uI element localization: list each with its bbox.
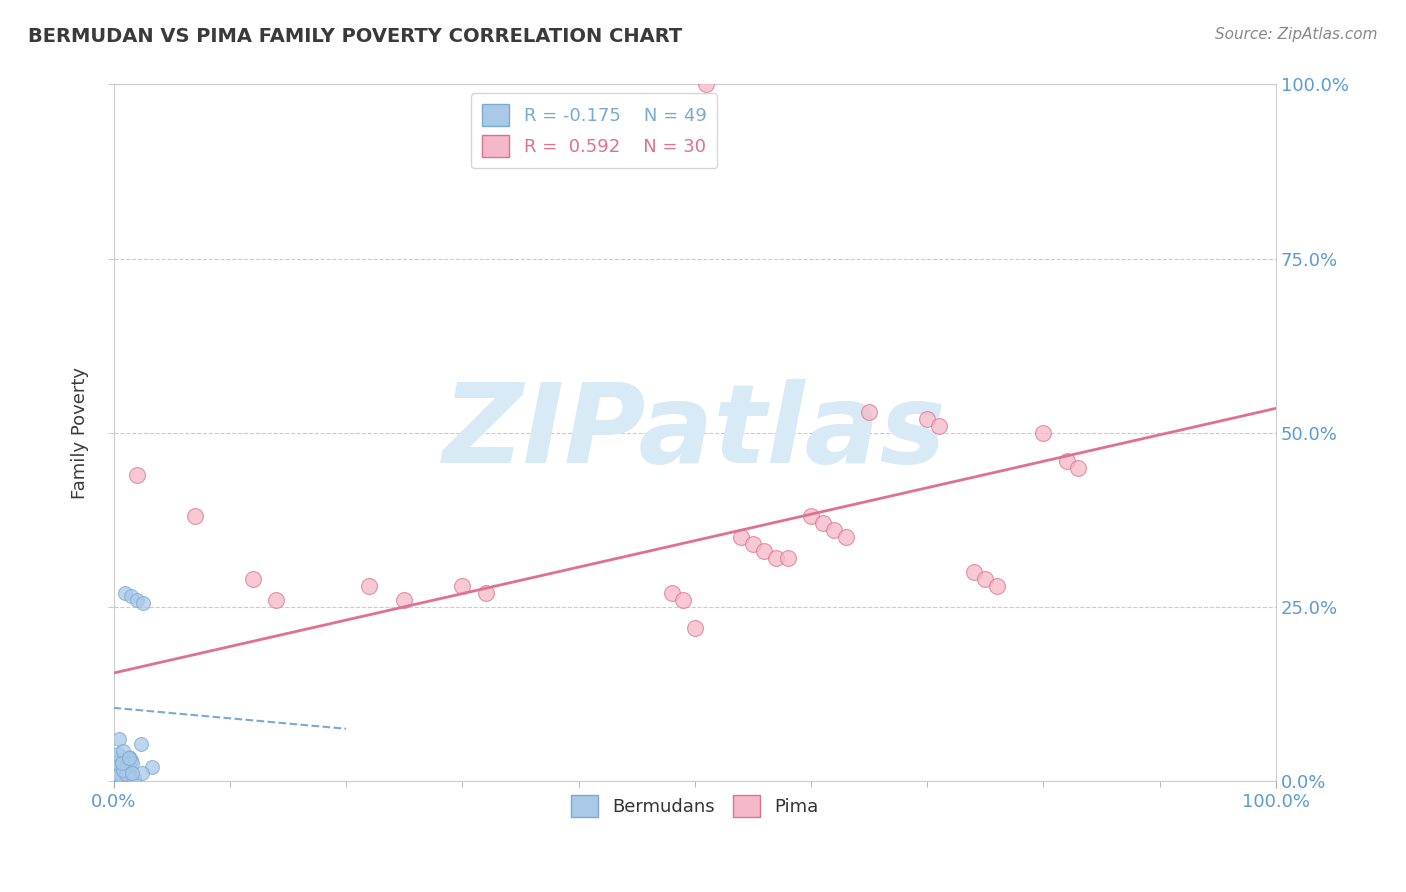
Point [108,766,131,780]
Point [104,772,127,786]
Point [111,763,134,777]
Point [1067,460,1090,475]
Point [111,744,134,758]
Point [141,760,163,774]
Point [661,586,683,600]
Point [963,565,986,579]
Point [107,747,129,762]
Point [184,509,207,524]
Point [683,621,706,635]
Point [103,751,125,765]
Point [730,530,752,544]
Legend: Bermudans, Pima: Bermudans, Pima [564,788,825,824]
Point [800,509,823,524]
Point [115,764,138,778]
Point [111,770,134,784]
Point [392,593,415,607]
Point [359,579,381,593]
Text: ZIPatlas: ZIPatlas [443,379,946,486]
Point [858,405,880,419]
Point [765,551,787,566]
Text: BERMUDAN VS PIMA FAMILY POVERTY CORRELATION CHART: BERMUDAN VS PIMA FAMILY POVERTY CORRELAT… [28,27,682,45]
Point [103,772,125,786]
Point [104,757,127,772]
Point [111,758,134,772]
Point [118,755,141,769]
Point [108,769,131,783]
Point [1056,453,1078,467]
Point [811,516,834,531]
Point [110,759,132,773]
Point [125,467,148,482]
Point [118,751,141,765]
Point [107,769,129,783]
Point [104,769,127,783]
Point [695,78,717,92]
Point [835,530,858,544]
Point [107,731,129,746]
Point [131,766,153,780]
Point [105,767,128,781]
Point [915,411,938,425]
Point [242,572,264,586]
Point [474,586,496,600]
Point [117,757,139,772]
Y-axis label: Family Poverty: Family Poverty [72,367,89,499]
Point [120,590,142,604]
Point [741,537,763,551]
Point [131,596,153,610]
Point [107,773,129,788]
Point [672,593,695,607]
Point [107,767,129,781]
Point [107,765,129,780]
Point [108,767,131,781]
Point [122,771,145,785]
Point [776,551,799,566]
Point [118,749,141,764]
Point [928,418,950,433]
Point [114,586,136,600]
Point [112,771,135,785]
Point [107,756,129,770]
Point [105,756,128,771]
Point [129,737,152,751]
Point [111,756,134,770]
Point [266,593,288,607]
Point [451,579,474,593]
Point [1032,425,1054,440]
Point [104,758,127,772]
Point [104,761,127,775]
Point [115,768,138,782]
Point [823,523,845,537]
Point [105,764,128,778]
Point [107,772,129,786]
Text: Source: ZipAtlas.com: Source: ZipAtlas.com [1215,27,1378,42]
Point [117,765,139,780]
Point [121,756,143,771]
Point [974,572,997,586]
Point [121,766,143,780]
Point [125,593,148,607]
Point [120,753,142,767]
Point [115,767,138,781]
Point [986,579,1008,593]
Point [120,772,142,786]
Point [115,756,138,771]
Point [754,544,776,558]
